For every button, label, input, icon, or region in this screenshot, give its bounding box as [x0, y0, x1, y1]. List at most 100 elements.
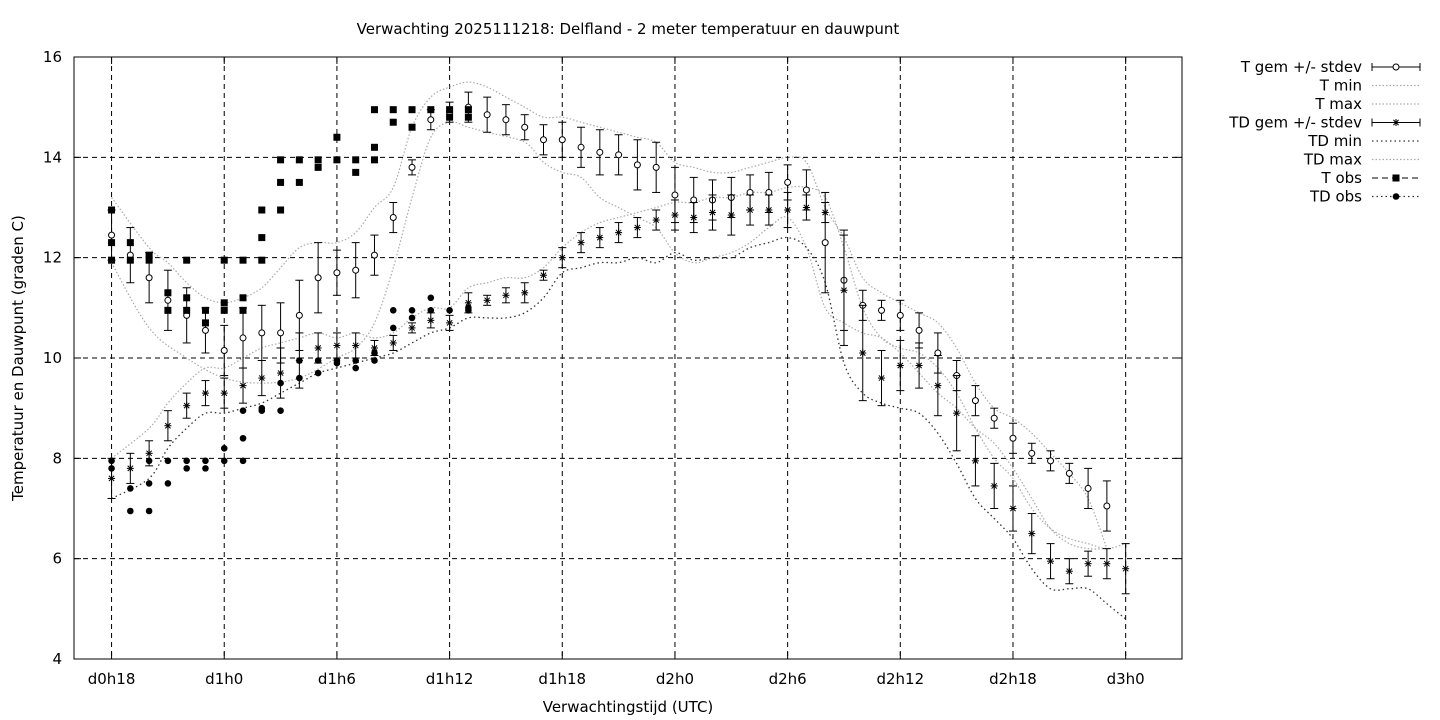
td-mean-point — [352, 341, 360, 349]
td-obs-point — [465, 307, 472, 314]
star-stroke — [333, 342, 340, 349]
td-mean-point — [596, 234, 604, 242]
star-stroke — [1010, 505, 1016, 512]
t-mean-point — [577, 143, 585, 151]
star-stroke — [409, 324, 416, 331]
t-mean-point — [1103, 502, 1111, 510]
y-tick-label: 10 — [43, 349, 62, 367]
legend-label: TD obs — [1309, 188, 1362, 206]
plot-area: d0h18 d1h0 d1h6 d1h12 d1h18 d2h0 d2h6 d2h12 d2h1… — [43, 48, 1183, 688]
y-tick-label: 12 — [43, 249, 62, 267]
td-mean-point — [145, 449, 153, 457]
y-tick-label: 8 — [52, 449, 62, 467]
t-obs-point — [258, 206, 266, 214]
t-mean-point — [108, 231, 116, 239]
t-mean-point — [878, 306, 886, 314]
td-mean-point — [408, 324, 416, 332]
t-obs-point — [464, 113, 472, 121]
x-tick-label: d1h6 — [318, 670, 356, 688]
td-obs-point — [408, 314, 416, 322]
star-stroke — [634, 224, 641, 231]
legend-label: T gem +/- stdev — [1240, 58, 1362, 76]
t-mean-point — [314, 274, 322, 282]
star-stroke — [446, 319, 453, 326]
t-mean-point — [1084, 484, 1092, 492]
t-mean-point — [784, 178, 792, 186]
td-mean-point — [859, 349, 867, 357]
td-mean-point — [277, 369, 285, 377]
y-tick-label: 14 — [43, 148, 62, 166]
star-stroke — [559, 254, 566, 261]
td-mean-point — [126, 464, 134, 472]
t-obs-point — [314, 156, 322, 164]
star-stroke — [1047, 558, 1054, 565]
td-mean-point — [784, 206, 792, 214]
td-obs-point — [164, 480, 172, 487]
star-stroke — [1122, 565, 1129, 572]
t-obs-point — [333, 156, 341, 164]
legend-marker — [1392, 119, 1400, 126]
td-obs-point — [145, 480, 153, 487]
td-mean-point — [633, 224, 641, 232]
td-mean-point — [915, 362, 923, 370]
star-stroke — [840, 287, 847, 294]
star-stroke — [1085, 560, 1092, 567]
td-mean-point — [258, 374, 266, 382]
td-obs-point — [333, 359, 341, 367]
star-stroke — [878, 375, 885, 382]
td-mean-point — [934, 382, 942, 390]
t-obs-point — [277, 178, 285, 186]
td-obs-point — [296, 357, 303, 364]
td-obs-point — [389, 307, 397, 314]
t-mean-point — [671, 191, 679, 199]
td-obs-point — [314, 357, 322, 364]
t-obs-point — [164, 306, 172, 314]
td-mean-point — [220, 389, 228, 397]
td-mean-point — [502, 291, 510, 299]
td-mean-point — [314, 344, 322, 352]
td-mean-point — [1047, 557, 1055, 565]
t-obs-point — [239, 306, 247, 314]
t-obs-point — [370, 143, 378, 151]
t-obs-point — [427, 106, 435, 114]
star-stroke — [615, 229, 622, 236]
t-mean-point — [539, 136, 547, 144]
td-mean-point — [577, 239, 585, 247]
legend-marker — [1392, 174, 1400, 182]
star-stroke — [127, 465, 134, 472]
td-mean-point — [671, 211, 679, 219]
t-obs-point — [277, 156, 285, 164]
t-obs-point — [258, 256, 266, 264]
t-obs-point — [370, 156, 378, 164]
td-obs-point — [389, 324, 397, 332]
td-mean-point — [389, 339, 397, 347]
legend-label: T max — [1314, 95, 1362, 113]
star-stroke — [1066, 568, 1073, 575]
t-obs-point — [164, 289, 172, 297]
star-stroke — [465, 299, 472, 306]
td-mean-point — [1103, 560, 1111, 568]
t-obs-point — [352, 168, 360, 176]
t-mean-point — [971, 397, 979, 405]
td-obs-point — [352, 364, 359, 372]
legend-label: T obs — [1321, 169, 1363, 187]
star-stroke — [352, 342, 359, 349]
td-obs-point — [408, 307, 416, 314]
t-obs-point — [464, 106, 472, 114]
td-obs-point — [127, 507, 134, 515]
star-stroke — [484, 297, 491, 304]
t-obs-point — [201, 306, 209, 314]
t-obs-point — [145, 256, 153, 264]
t-mean-point — [164, 296, 172, 304]
t-obs-point — [389, 106, 397, 114]
series-layer — [107, 81, 1130, 620]
x-tick-label: d2h0 — [656, 670, 694, 688]
t-mean-point — [596, 148, 604, 156]
t-mean-point — [352, 266, 360, 274]
t-obs-point — [239, 256, 247, 264]
td-mean-point — [1028, 530, 1036, 538]
legend-label: T min — [1319, 77, 1362, 95]
star-stroke — [653, 217, 660, 224]
